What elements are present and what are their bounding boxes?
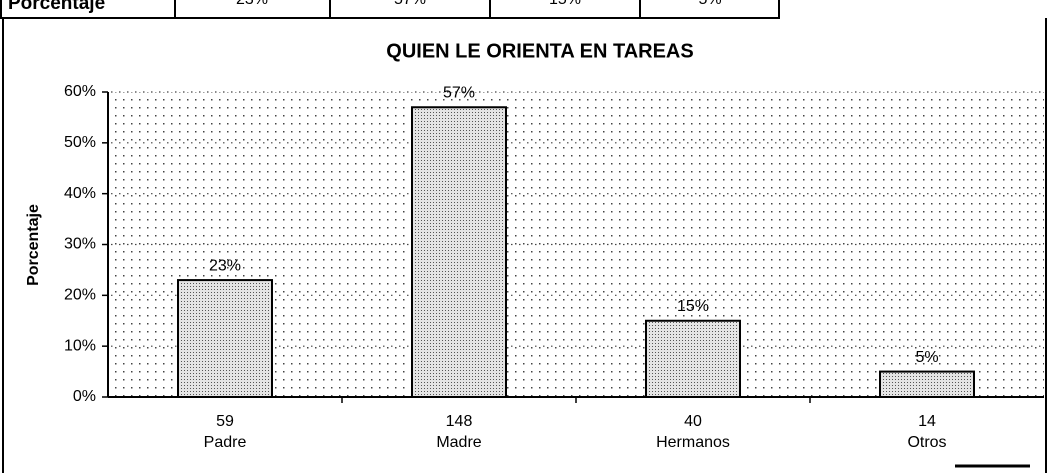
x-tick-label: Madre bbox=[436, 434, 481, 451]
value-label: 23% bbox=[209, 257, 241, 274]
value-label: 5% bbox=[915, 349, 938, 366]
x-tick-count: 40 bbox=[684, 413, 702, 430]
x-tick-label: Padre bbox=[204, 434, 247, 451]
chart-title: QUIEN LE ORIENTA EN TAREAS bbox=[386, 40, 693, 62]
y-tick-label: 50% bbox=[64, 134, 96, 151]
x-tick-count: 59 bbox=[216, 413, 234, 430]
x-tick-count: 148 bbox=[446, 413, 473, 430]
bar bbox=[645, 319, 741, 398]
bar bbox=[411, 106, 507, 398]
table-cell: 5% bbox=[698, 0, 721, 8]
x-tick-count: 14 bbox=[918, 413, 936, 430]
y-axis-label: Porcentaje bbox=[25, 204, 42, 286]
y-tick-label: 30% bbox=[64, 236, 96, 253]
row-header: Porcentaje bbox=[8, 0, 105, 14]
table-border bbox=[0, 0, 780, 19]
x-tick-label: Otros bbox=[907, 434, 946, 451]
x-tick-label: Hermanos bbox=[656, 434, 730, 451]
y-tick-label: 40% bbox=[64, 185, 96, 202]
table-cell: 57% bbox=[394, 0, 426, 8]
y-tick-label: 10% bbox=[64, 337, 96, 354]
bar bbox=[879, 370, 975, 399]
y-tick-label: 0% bbox=[73, 388, 96, 405]
table-row: Porcentaje 23% 57% 15% 5% bbox=[0, 0, 780, 19]
table-cell: 15% bbox=[549, 0, 581, 8]
value-label: 15% bbox=[677, 298, 709, 315]
y-tick-label: 60% bbox=[64, 83, 96, 100]
value-label: 57% bbox=[443, 84, 475, 101]
y-tick-label: 20% bbox=[64, 287, 96, 304]
bar bbox=[177, 279, 273, 399]
table-cell: 23% bbox=[236, 0, 268, 8]
